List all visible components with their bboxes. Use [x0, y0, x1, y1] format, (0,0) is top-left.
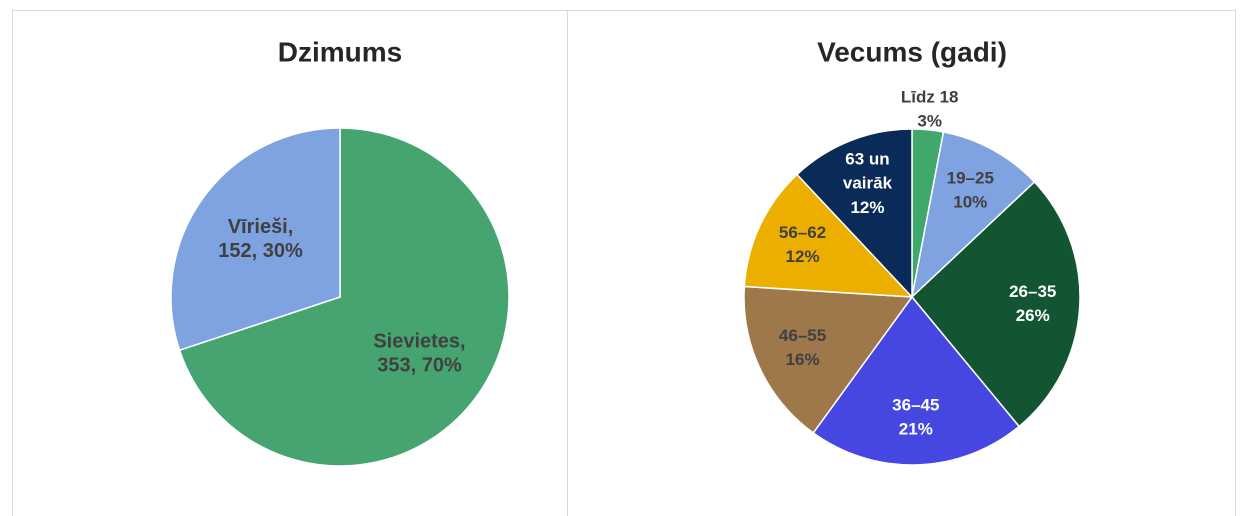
data-label-value: 12%	[850, 198, 884, 217]
data-label-value: 353, 70%	[377, 355, 462, 377]
pie-slice	[795, 128, 913, 299]
chart-title: Dzimums	[278, 36, 402, 67]
pie-slice	[743, 173, 914, 298]
labels: Sievietes,353, 70% Vīrieši,152, 30%	[218, 216, 465, 377]
pie-slice	[170, 127, 341, 352]
chart-title: Vecums (gadi)	[817, 36, 1007, 67]
label-line: 63 un	[845, 150, 889, 169]
data-label-category: 19–25	[947, 168, 994, 187]
slices	[170, 127, 510, 467]
data-label-category: Vīrieši,	[228, 216, 294, 238]
data-label-category: 63 un vairāk	[843, 150, 893, 193]
data-label-value: 10%	[953, 192, 987, 211]
data-label-category: 56–62	[779, 223, 826, 242]
data-label-category: 46–55	[779, 326, 826, 345]
label-line: vairāk	[843, 174, 893, 193]
data-label-value: 12%	[786, 247, 820, 266]
data-label-value: 152, 30%	[218, 240, 303, 262]
pie-slice	[178, 127, 510, 467]
pie-slice	[743, 285, 914, 434]
labels: Līdz 18 3% 19–25 10% 26–35 26% 36–45 21% 46–55 16…	[779, 87, 1056, 438]
data-label-value: 3%	[917, 111, 942, 130]
data-label-value: 16%	[786, 350, 820, 369]
data-label-category: Sievietes,	[373, 331, 465, 353]
slices	[743, 128, 1081, 466]
data-label-category: 36–45	[892, 395, 939, 414]
pie-slice	[910, 180, 1081, 428]
pie-slice	[812, 295, 1021, 466]
data-label-value: 26%	[1016, 306, 1050, 325]
data-label-category: Līdz 18	[901, 87, 959, 106]
pie-slice	[910, 131, 1036, 300]
data-label-value: 21%	[899, 419, 933, 438]
data-label-category: 26–35	[1009, 282, 1056, 301]
